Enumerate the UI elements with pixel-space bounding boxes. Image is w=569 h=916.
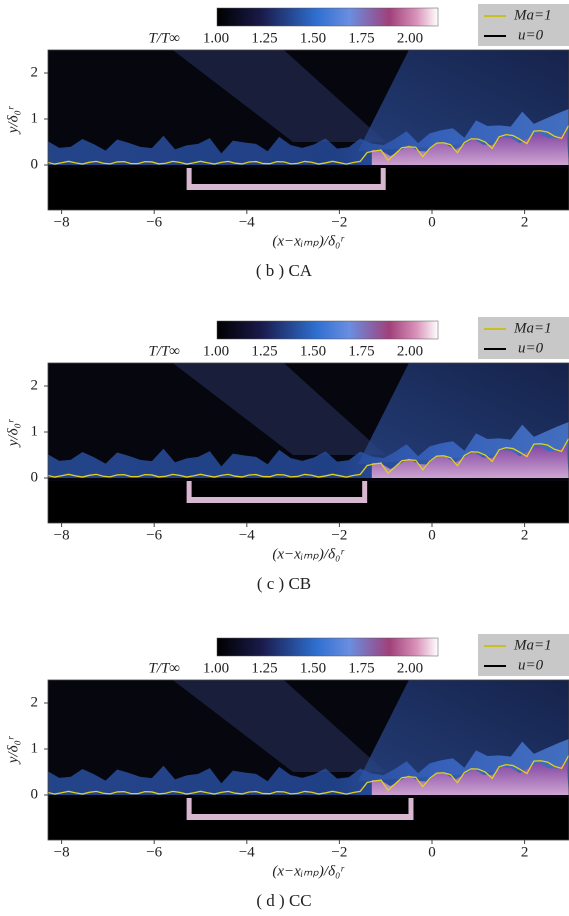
y-axis-label: y/δ₀ʳ xyxy=(5,418,21,448)
x-tick-label: −6 xyxy=(146,844,162,860)
legend-box xyxy=(478,634,569,676)
x-tick-label: −8 xyxy=(54,527,70,543)
colorbar-tick: 1.50 xyxy=(300,343,326,359)
plot-frame xyxy=(47,49,569,211)
x-tick-label: 0 xyxy=(428,527,436,543)
hot-region xyxy=(371,760,569,795)
colorbar-label: T/T∞ xyxy=(148,660,180,676)
colorbar-tick: 1.25 xyxy=(251,343,277,359)
colorbar xyxy=(216,320,439,340)
colorbar-tick: 1.00 xyxy=(203,30,229,46)
flow-field xyxy=(48,363,569,523)
cavity-inner xyxy=(191,798,409,814)
legend-box xyxy=(478,317,569,359)
y-tick-label: 2 xyxy=(31,377,39,393)
flow-field xyxy=(48,50,569,210)
cavity-inner xyxy=(191,481,363,497)
y-axis-label: y/δ₀ʳ xyxy=(5,735,21,765)
caption: ( c ) CB xyxy=(257,574,311,593)
legend-label: u=0 xyxy=(518,27,544,43)
x-tick-label: −2 xyxy=(331,527,347,543)
x-tick-label: 0 xyxy=(428,844,436,860)
shock xyxy=(172,50,386,142)
colorbar-tick: 1.75 xyxy=(348,343,374,359)
sonic-line xyxy=(48,125,569,165)
colorbar-tick: 1.75 xyxy=(348,30,374,46)
hot-region xyxy=(371,443,569,478)
colorbar-tick: 2.00 xyxy=(397,343,423,359)
colorbar-tick: 1.25 xyxy=(251,660,277,676)
x-tick-label: 2 xyxy=(521,527,529,543)
panel: T/T∞ 1.00 1.25 1.50 1.75 2.00 Ma=1 u=0 2 1 0 −8 −6 −4… xyxy=(5,317,569,593)
x-tick-label: −2 xyxy=(331,844,347,860)
legend-box xyxy=(478,4,569,46)
y-tick-label: 1 xyxy=(31,110,39,126)
x-tick-label: 2 xyxy=(521,844,529,860)
colorbar-tick: 1.00 xyxy=(203,660,229,676)
x-tick-label: −6 xyxy=(146,527,162,543)
caption: ( d ) CC xyxy=(256,891,311,910)
x-tick-label: −6 xyxy=(146,214,162,230)
colorbar xyxy=(216,7,439,27)
cavity-inner xyxy=(191,168,381,184)
x-tick-label: −8 xyxy=(54,214,70,230)
colorbar-tick: 1.75 xyxy=(348,660,374,676)
x-tick-label: −4 xyxy=(239,527,255,543)
y-tick-label: 2 xyxy=(31,694,39,710)
plot-frame xyxy=(47,362,569,524)
colorbar-tick: 1.50 xyxy=(300,30,326,46)
x-tick-label: −8 xyxy=(54,844,70,860)
legend-label: u=0 xyxy=(518,657,544,673)
sonic-line xyxy=(48,438,569,478)
shock xyxy=(172,363,386,455)
legend-label: Ma=1 xyxy=(513,7,552,23)
colorbar-tick: 1.50 xyxy=(300,660,326,676)
legend-label: u=0 xyxy=(518,340,544,356)
legend-label: Ma=1 xyxy=(513,637,552,653)
colorbar-tick: 2.00 xyxy=(397,30,423,46)
y-tick-label: 2 xyxy=(31,64,39,80)
x-tick-label: −4 xyxy=(239,214,255,230)
y-tick-label: 0 xyxy=(31,786,39,802)
x-axis-label: (x−xᵢₘₚ)/δ₀ʳ xyxy=(272,546,345,562)
colorbar-tick: 1.00 xyxy=(203,343,229,359)
panel: T/T∞ 1.00 1.25 1.50 1.75 2.00 Ma=1 u=0 2 1 0 −8 −6 −4… xyxy=(5,4,569,280)
y-tick-label: 1 xyxy=(31,740,39,756)
x-tick-label: −2 xyxy=(331,214,347,230)
shock xyxy=(172,680,386,772)
colorbar-tick: 2.00 xyxy=(397,660,423,676)
x-axis-label: (x−xᵢₘₚ)/δ₀ʳ xyxy=(272,233,345,249)
y-tick-label: 0 xyxy=(31,156,39,172)
y-tick-label: 0 xyxy=(31,469,39,485)
y-axis-label: y/δ₀ʳ xyxy=(5,105,21,135)
colorbar-label: T/T∞ xyxy=(148,30,180,46)
x-axis-label: (x−xᵢₘₚ)/δ₀ʳ xyxy=(272,863,345,879)
legend-label: Ma=1 xyxy=(513,320,552,336)
panel: T/T∞ 1.00 1.25 1.50 1.75 2.00 Ma=1 u=0 2 1 0 −8 −6 −4… xyxy=(5,634,569,910)
hot-region xyxy=(371,130,569,165)
y-tick-label: 1 xyxy=(31,423,39,439)
caption: ( b ) CA xyxy=(256,261,313,280)
plot-frame xyxy=(47,679,569,841)
colorbar xyxy=(216,637,439,657)
x-tick-label: −4 xyxy=(239,844,255,860)
x-tick-label: 0 xyxy=(428,214,436,230)
colorbar-tick: 1.25 xyxy=(251,30,277,46)
x-tick-label: 2 xyxy=(521,214,529,230)
flow-field xyxy=(48,680,569,840)
sonic-line xyxy=(48,755,569,795)
colorbar-label: T/T∞ xyxy=(148,343,180,359)
